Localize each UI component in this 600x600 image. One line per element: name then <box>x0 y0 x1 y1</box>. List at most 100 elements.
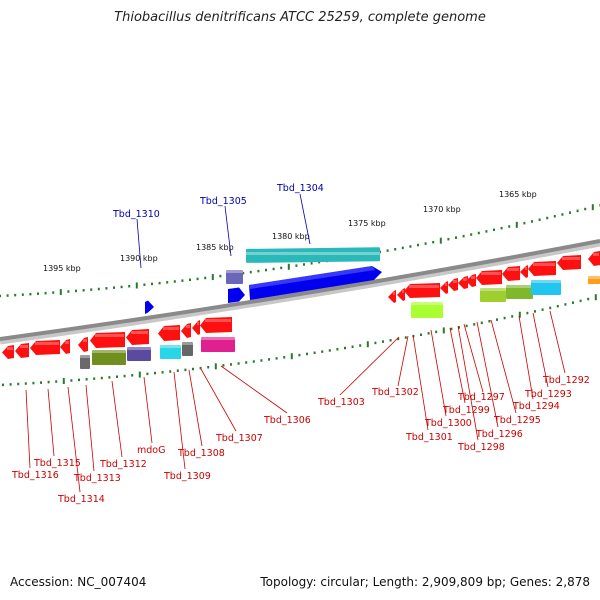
scale-labels: 1395 kbp 1390 kbp 1385 kbp 1380 kbp 1375… <box>43 190 537 273</box>
block-sky-shine <box>531 280 561 283</box>
gene-label-Tbd_1295[interactable]: Tbd_1295 <box>493 415 541 426</box>
arrow-reverse-gene <box>448 278 458 291</box>
block-green-2 <box>506 285 533 299</box>
gene-label-Tbd_1316[interactable]: Tbd_1316 <box>11 470 59 481</box>
gene-label-Tbd_1304[interactable]: Tbd_1304 <box>276 183 324 194</box>
arrow-reverse-gene <box>397 288 405 301</box>
arrow-reverse-gene-shine <box>83 339 87 342</box>
gene-label-Tbd_1300[interactable]: Tbd_1300 <box>424 418 472 429</box>
gene-label-connector <box>549 310 566 374</box>
block-magenta-shine <box>201 337 235 340</box>
gene-label-mdoG[interactable]: mdoG <box>137 445 165 456</box>
block-teal-long <box>246 247 380 263</box>
gene-label-Tbd_1301[interactable]: Tbd_1301 <box>405 432 453 443</box>
gene-label-Tbd_1306[interactable]: Tbd_1306 <box>263 415 311 426</box>
gene-label-Tbd_1296[interactable]: Tbd_1296 <box>475 429 523 440</box>
gene-label-Tbd_1308[interactable]: Tbd_1308 <box>177 448 225 459</box>
gene-label-Tbd_1293[interactable]: Tbd_1293 <box>524 389 572 400</box>
gene-label-Tbd_1298[interactable]: Tbd_1298 <box>457 442 505 453</box>
gene-label-connector <box>220 365 288 414</box>
gene-label-connector <box>430 329 447 417</box>
gene-label-connector <box>111 380 123 458</box>
arrow-reverse-gene-shine <box>463 278 467 281</box>
block-grey-2-shine <box>182 342 193 345</box>
forward-gene-labels: Tbd_1310 Tbd_1305 Tbd_1304 <box>112 183 324 269</box>
scale-label-1390: 1390 kbp <box>120 254 158 263</box>
gene-label-connector <box>339 336 400 396</box>
block-green-1-shine <box>480 288 506 291</box>
gene-label-connector <box>85 384 95 472</box>
block-indigo-shine <box>127 347 151 350</box>
gene-label-connector <box>67 386 81 493</box>
arrow-reverse-gene-shine <box>525 267 527 270</box>
block-indigo <box>127 347 151 361</box>
arrow-reverse-gene <box>388 290 396 303</box>
gene-label-Tbd_1299[interactable]: Tbd_1299 <box>442 405 490 416</box>
gene-label-connector <box>457 325 479 441</box>
block-grey-1-shine <box>80 355 90 358</box>
gene-label-Tbd_1292[interactable]: Tbd_1292 <box>542 375 590 386</box>
gene-label-connector <box>412 334 429 431</box>
scale-label-1365: 1365 kbp <box>499 190 537 199</box>
arrow-reverse-gene <box>520 265 528 278</box>
block-green-1 <box>480 288 506 302</box>
block-grey-1 <box>80 355 90 369</box>
reverse-gene-labels: Tbd_1316 Tbd_1315 Tbd_1314 Tbd_1313 Tbd_… <box>11 375 590 505</box>
block-cyan-shine <box>160 345 181 348</box>
block-lime-shine <box>411 302 443 305</box>
arrow-reverse-gene <box>458 276 468 289</box>
gene-label-Tbd_1297[interactable]: Tbd_1297 <box>457 392 505 403</box>
gene-label-Tbd_1305[interactable]: Tbd_1305 <box>199 196 247 207</box>
gene-label-Tbd_1315[interactable]: Tbd_1315 <box>33 458 81 469</box>
block-green-2-shine <box>506 285 533 288</box>
arrow-reverse-gene-shine <box>453 280 457 283</box>
reverse-gene-arrows <box>2 251 600 359</box>
gene-label-Tbd_1307[interactable]: Tbd_1307 <box>215 433 263 444</box>
gene-label-Tbd_1312[interactable]: Tbd_1312 <box>99 459 147 470</box>
gene-label-Tbd_1313[interactable]: Tbd_1313 <box>73 473 121 484</box>
gene-label-connector <box>173 371 186 470</box>
gene-label-Tbd_1310[interactable]: Tbd_1310 <box>112 209 160 220</box>
reverse-gene-label-lines <box>25 310 566 493</box>
block-purple-small <box>226 270 243 284</box>
topology-text: Topology: circular; Length: 2,909,809 bp… <box>260 575 590 589</box>
outer-tick-ring <box>0 204 600 298</box>
block-olive-shine <box>92 350 126 353</box>
arrow-reverse-gene-shine <box>186 325 190 328</box>
gene-label-connector <box>200 368 237 432</box>
gene-label-connector <box>397 335 409 387</box>
arrow-reverse-gene-shine <box>95 334 124 337</box>
arrow-reverse-gene-shine <box>445 283 447 286</box>
inner-tick-ring <box>2 294 597 387</box>
scale-label-1370: 1370 kbp <box>423 205 461 214</box>
arrow-Tbd_1304-shine <box>249 266 375 289</box>
gene-label-Tbd_1303[interactable]: Tbd_1303 <box>317 397 365 408</box>
arrow-Tbd_1305 <box>228 287 245 303</box>
arrow-reverse-gene-shine <box>533 263 555 266</box>
scale-label-1375: 1375 kbp <box>348 219 386 228</box>
arrow-reverse-gene-shine <box>20 345 28 348</box>
gene-label-Tbd_1309[interactable]: Tbd_1309 <box>163 471 211 482</box>
arrow-reverse-gene-shine <box>205 319 231 322</box>
gene-label-connector <box>476 321 499 428</box>
arrow-reverse-gene-shine <box>393 292 395 295</box>
gene-label-connector <box>490 319 517 414</box>
arrow-reverse-gene-shine <box>471 276 475 279</box>
gene-label-Tbd_1314[interactable]: Tbd_1314 <box>57 494 105 505</box>
genome-backbone <box>0 239 600 341</box>
gene-label-Tbd_1294[interactable]: Tbd_1294 <box>512 401 560 412</box>
gene-label-connector <box>532 312 549 388</box>
block-olive <box>92 350 126 365</box>
scale-label-1395: 1395 kbp <box>43 264 81 273</box>
block-teal-long-shine <box>246 252 380 255</box>
arrow-reverse-gene-shine <box>562 257 580 260</box>
gene-label-connector <box>188 369 203 447</box>
gene-label-Tbd_1302[interactable]: Tbd_1302 <box>371 387 419 398</box>
arrow-reverse-gene-shine <box>402 290 404 293</box>
arrow-reverse-gene-shine <box>507 268 519 271</box>
block-orange <box>588 276 600 284</box>
gene-label-connector <box>47 388 55 457</box>
arrow-reverse-gene-shine <box>35 342 59 345</box>
arrow-reverse-gene-shine <box>131 331 148 334</box>
